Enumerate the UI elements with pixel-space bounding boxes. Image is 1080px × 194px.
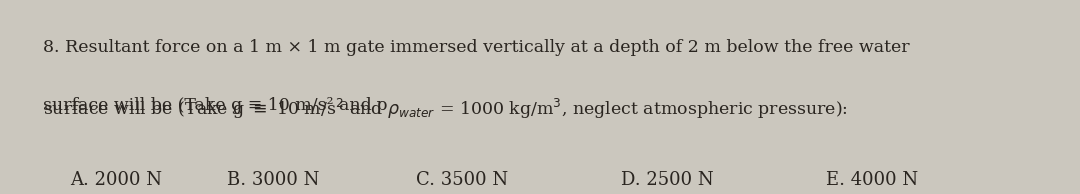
Text: 8. Resultant force on a 1 m × 1 m gate immersed vertically at a depth of 2 m bel: 8. Resultant force on a 1 m × 1 m gate i… [43, 39, 909, 56]
Text: A. 2000 N: A. 2000 N [70, 171, 162, 189]
Text: B. 3000 N: B. 3000 N [227, 171, 320, 189]
Text: D. 2500 N: D. 2500 N [621, 171, 714, 189]
Text: surface will be (Take g ≡ 10 m/s² and ρ: surface will be (Take g ≡ 10 m/s² and ρ [43, 97, 388, 114]
Text: surface will be (Take g $\equiv$ 10 m/s$^2$ and $\rho_{water}$ = 1000 kg/m$^3$, : surface will be (Take g $\equiv$ 10 m/s$… [43, 97, 848, 121]
Text: C. 3500 N: C. 3500 N [416, 171, 508, 189]
Text: E. 4000 N: E. 4000 N [826, 171, 918, 189]
